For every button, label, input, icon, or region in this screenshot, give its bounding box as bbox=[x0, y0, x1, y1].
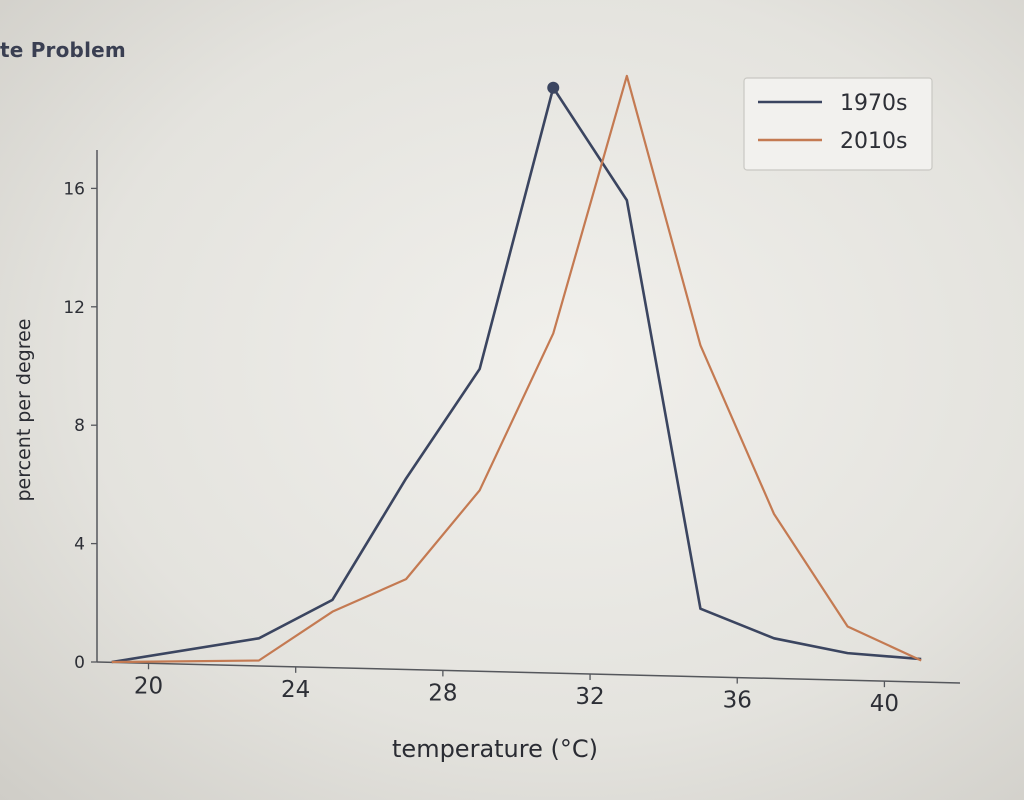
chart-series bbox=[111, 74, 922, 664]
x-tick-label: 20 bbox=[134, 673, 163, 699]
x-axis-label: temperature (°C) bbox=[392, 735, 598, 763]
series-line-2010s bbox=[111, 74, 922, 664]
x-tick-label: 36 bbox=[723, 688, 752, 714]
x-axis-spine bbox=[96, 661, 961, 684]
chart-legend: 1970s 2010s bbox=[743, 77, 933, 171]
x-tick-label: 40 bbox=[870, 691, 899, 717]
y-tick-label: 0 bbox=[74, 653, 85, 673]
series-line-1970s bbox=[111, 86, 922, 664]
y-axis-label: percent per degree bbox=[13, 319, 35, 502]
series-marker-1970s bbox=[547, 81, 560, 94]
y-tick-label: 4 bbox=[74, 535, 85, 555]
legend-label-2010s: 2010s bbox=[840, 129, 907, 154]
x-tick-label: 24 bbox=[281, 677, 310, 703]
x-tick-label: 28 bbox=[428, 680, 457, 706]
x-tick-label: 32 bbox=[575, 684, 604, 710]
header-text: te Problem bbox=[0, 38, 126, 62]
y-tick-label: 16 bbox=[63, 179, 85, 199]
chart-axes: 0 4 8 12 16 20 24 28 32 36 40 bbox=[63, 150, 961, 717]
y-tick-label: 8 bbox=[74, 416, 85, 436]
legend-label-1970s: 1970s bbox=[840, 91, 907, 116]
y-tick-label: 12 bbox=[63, 298, 85, 318]
